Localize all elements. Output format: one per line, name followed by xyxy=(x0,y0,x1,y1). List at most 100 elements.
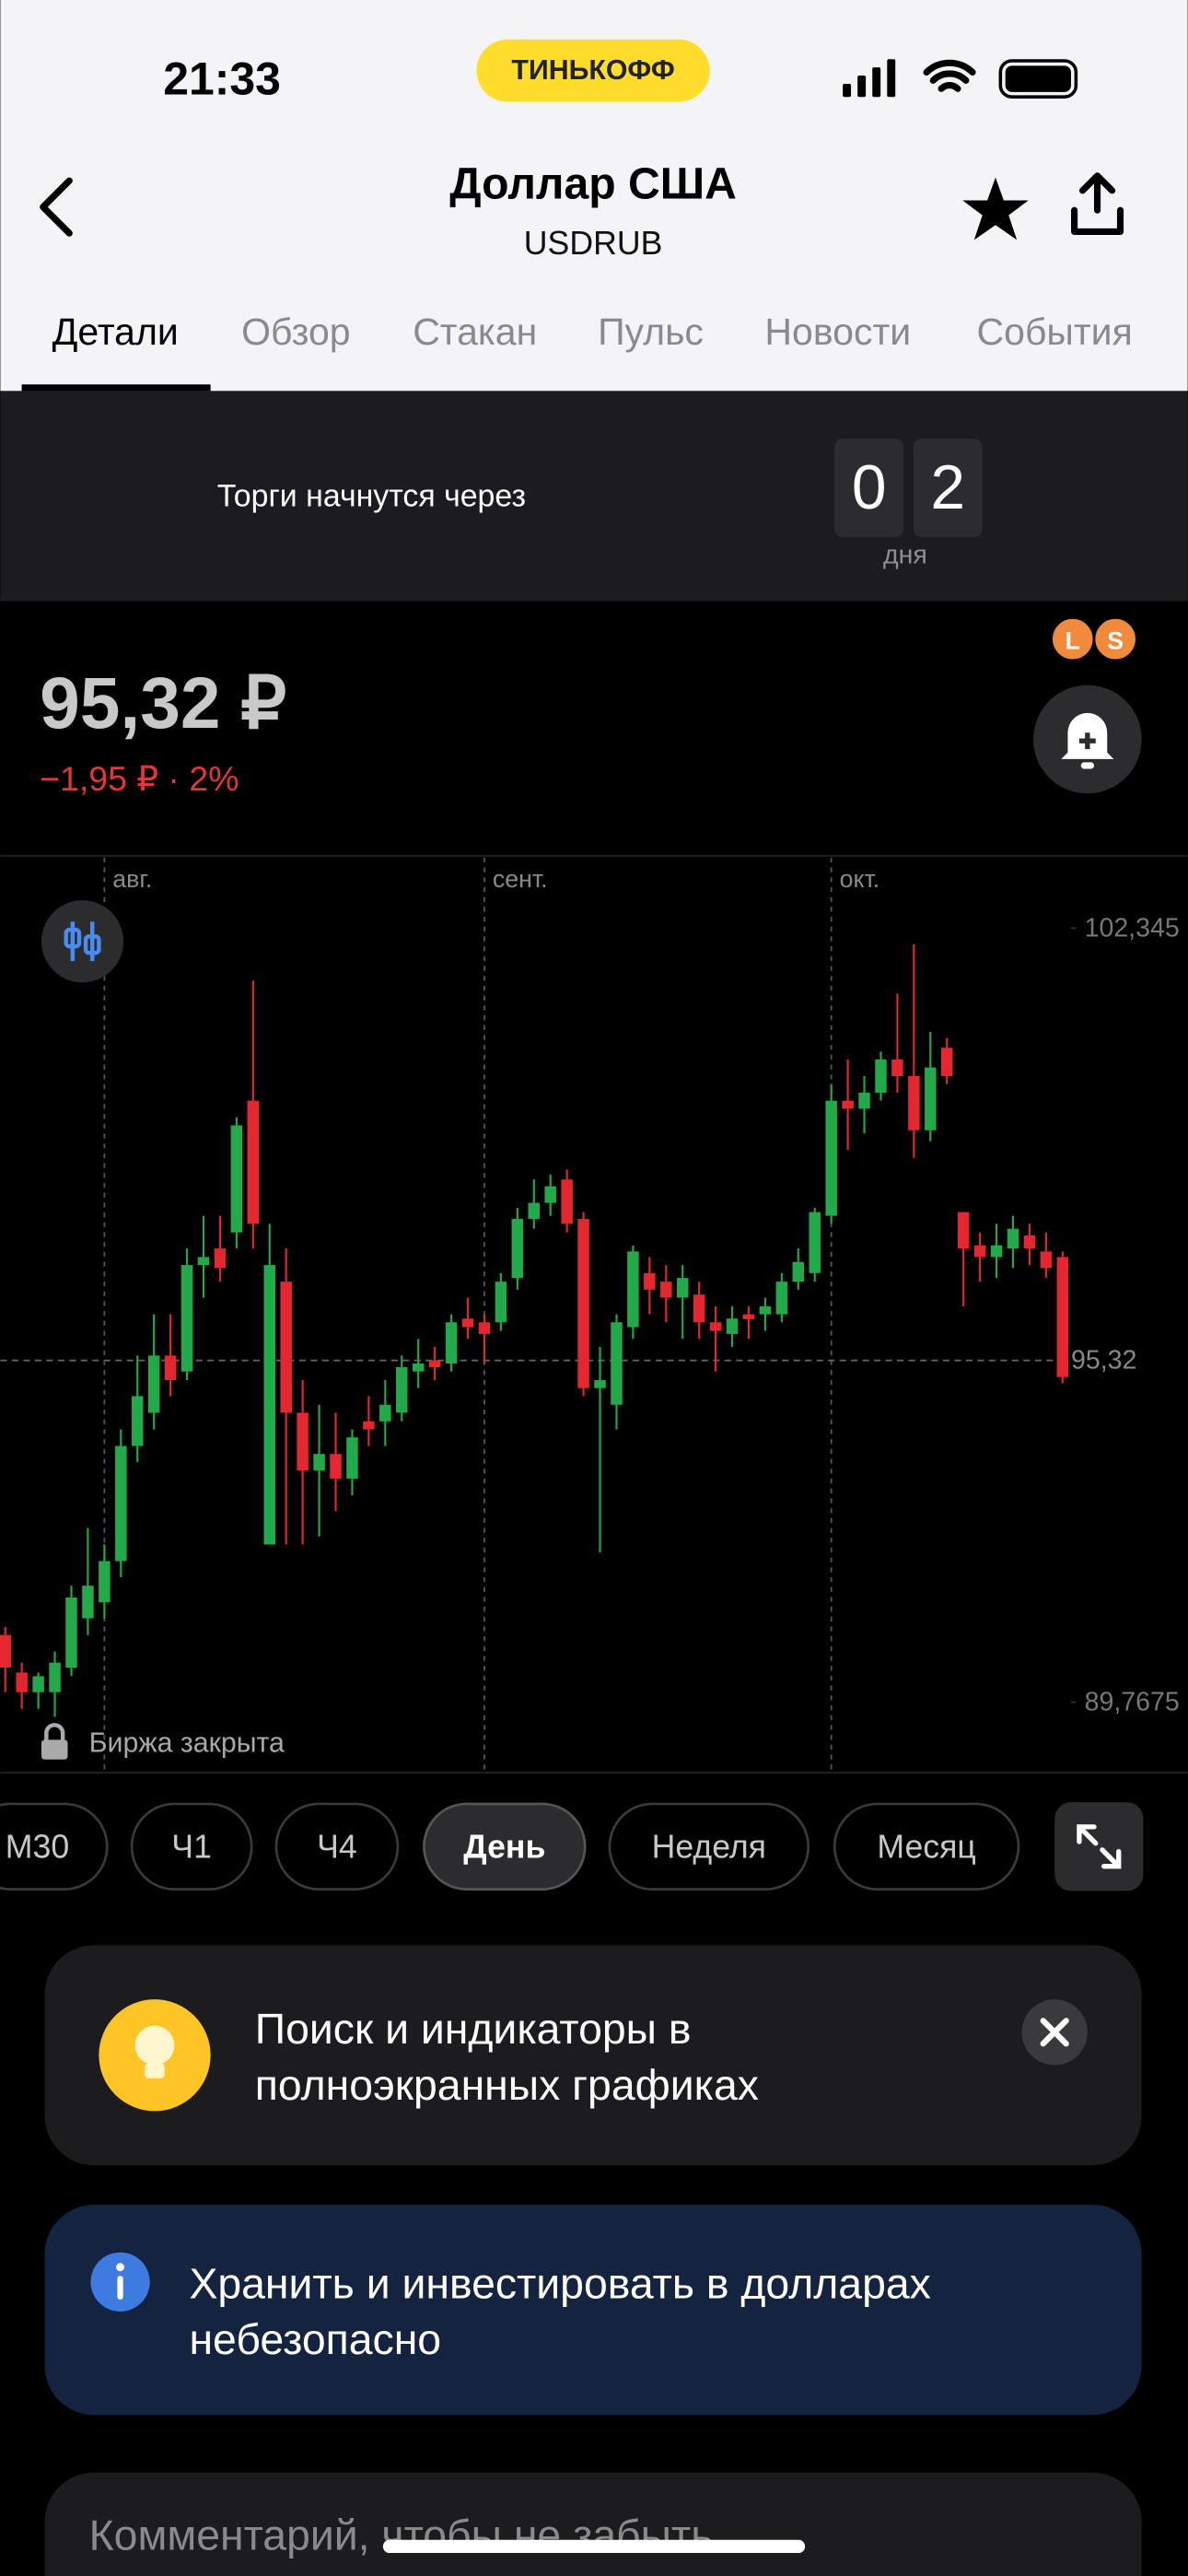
candle-body xyxy=(132,1396,144,1446)
candle-body xyxy=(858,1093,870,1109)
share-button[interactable] xyxy=(1071,172,1124,235)
interval-label: Ч4 xyxy=(317,1828,357,1865)
interval-button[interactable] xyxy=(608,1802,810,1891)
x-tick-label: сент. xyxy=(493,865,548,893)
candle-body xyxy=(230,1125,243,1233)
candle-body xyxy=(709,1322,722,1331)
lock-icon xyxy=(41,1723,68,1760)
y-tick-label: 89,7675 xyxy=(1085,1688,1180,1717)
candle-body xyxy=(990,1245,1003,1258)
candle-body xyxy=(263,1265,275,1545)
candle-body xyxy=(1007,1228,1019,1249)
candle-body xyxy=(1056,1257,1069,1377)
candle-body xyxy=(32,1676,44,1692)
candle-body xyxy=(775,1282,788,1315)
candle-body xyxy=(478,1322,491,1334)
candle-body xyxy=(759,1306,772,1315)
candle-body xyxy=(594,1380,606,1388)
digit: 2 xyxy=(930,453,965,522)
close-icon xyxy=(1040,2018,1069,2047)
info-card xyxy=(44,2205,1142,2416)
candle-body xyxy=(82,1586,94,1619)
wifi-icon xyxy=(923,59,976,92)
chart-type-icon xyxy=(64,921,101,962)
home-indicator xyxy=(382,2539,806,2554)
candle-body xyxy=(544,1186,556,1203)
candle-body xyxy=(379,1404,391,1422)
candle-body xyxy=(842,1100,854,1109)
candle-body xyxy=(181,1265,193,1372)
interval-button[interactable] xyxy=(423,1802,587,1891)
candle-body xyxy=(247,1100,260,1224)
interval-label: M30 xyxy=(6,1828,69,1865)
back-button[interactable] xyxy=(40,177,73,237)
candle-body xyxy=(644,1272,656,1290)
candle-body xyxy=(957,1212,970,1249)
interval-button[interactable] xyxy=(833,1802,1020,1891)
interval-label: Ч1 xyxy=(171,1828,212,1865)
candle-body xyxy=(693,1294,705,1323)
candle-body xyxy=(809,1212,821,1273)
chart-type-button[interactable] xyxy=(41,900,124,983)
tab[interactable]: Обзор xyxy=(241,310,350,353)
tip-card xyxy=(44,1945,1142,2166)
y-tick-label: 102,345 xyxy=(1085,913,1180,943)
candle-body xyxy=(973,1245,986,1258)
tab[interactable]: Пульс xyxy=(598,310,704,353)
status-time: 21:33 xyxy=(163,53,281,105)
candle-body xyxy=(461,1318,474,1328)
candle-body xyxy=(511,1218,524,1279)
badge xyxy=(1092,616,1138,662)
info-line: небезопасно xyxy=(189,2315,441,2363)
bell-icon xyxy=(1061,712,1114,769)
candle-body xyxy=(346,1437,358,1479)
candle-body xyxy=(792,1261,805,1282)
candle-body xyxy=(627,1251,639,1328)
candle-body xyxy=(297,1412,309,1471)
candle-body xyxy=(528,1202,541,1219)
comment-field[interactable] xyxy=(44,2472,1142,2576)
digit-box xyxy=(834,439,904,538)
candle-body xyxy=(164,1355,177,1381)
candle-body xyxy=(445,1322,458,1364)
candle-body xyxy=(115,1446,127,1562)
candle-body xyxy=(396,1366,408,1413)
tip-text: Поиск и индикаторы в полноэкранных график… xyxy=(255,2005,759,2109)
favorite-button[interactable] xyxy=(962,177,1029,240)
interval-label: День xyxy=(463,1828,545,1865)
interval-button[interactable] xyxy=(0,1802,109,1891)
x-tick-label: авг. xyxy=(112,865,152,893)
interval-bar: M30 Ч1 Ч4 День Неделя Месяц xyxy=(0,1802,1020,1891)
digit: 0 xyxy=(852,453,887,522)
candle-body xyxy=(726,1318,739,1334)
info-text: Хранить и инвестировать в долларах небезо… xyxy=(189,2260,930,2364)
candle-body xyxy=(577,1218,589,1388)
candle-body xyxy=(925,1067,937,1130)
fullscreen-button[interactable] xyxy=(1054,1802,1144,1891)
candle-body xyxy=(99,1561,111,1603)
candle-body xyxy=(363,1421,375,1430)
tab[interactable]: События xyxy=(977,310,1133,353)
tab-underline xyxy=(21,384,211,392)
tip-line: полноэкранных графиках xyxy=(255,2061,759,2109)
interval-label: Месяц xyxy=(877,1828,976,1865)
candle-body xyxy=(676,1278,689,1298)
countdown-unit: дня xyxy=(883,541,927,570)
candle-body xyxy=(428,1360,441,1367)
tab[interactable]: Детали xyxy=(52,310,179,353)
tip-line: Поиск и индикаторы в xyxy=(255,2005,692,2053)
tab[interactable]: Стакан xyxy=(413,310,537,353)
candle-body xyxy=(197,1257,210,1266)
price-change: −1,95 ₽ · 2% xyxy=(40,759,239,798)
interval-button[interactable] xyxy=(274,1802,400,1891)
fullscreen-icon xyxy=(1077,1824,1122,1869)
candle-body xyxy=(16,1672,28,1692)
header-ticker: USDRUB xyxy=(524,225,663,262)
interval-button[interactable] xyxy=(130,1802,253,1891)
candle-body xyxy=(495,1282,507,1323)
tab[interactable]: Новости xyxy=(764,310,911,353)
